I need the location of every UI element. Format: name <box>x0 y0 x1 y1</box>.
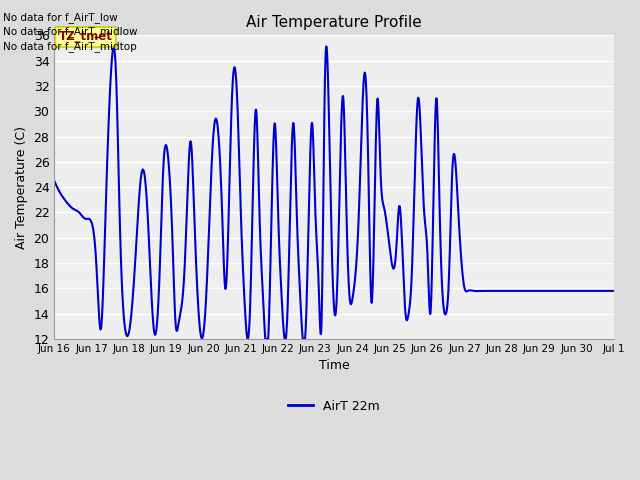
Text: TZ_tmet: TZ_tmet <box>59 30 113 43</box>
X-axis label: Time: Time <box>319 360 349 372</box>
Text: No data for f_AirT_midlow: No data for f_AirT_midlow <box>3 26 138 37</box>
Y-axis label: Air Temperature (C): Air Temperature (C) <box>15 126 28 249</box>
Text: No data for f_AirT_midtop: No data for f_AirT_midtop <box>3 41 137 52</box>
Text: No data for f_AirT_low: No data for f_AirT_low <box>3 12 118 23</box>
Legend: AirT 22m: AirT 22m <box>283 395 385 418</box>
Title: Air Temperature Profile: Air Temperature Profile <box>246 15 422 30</box>
